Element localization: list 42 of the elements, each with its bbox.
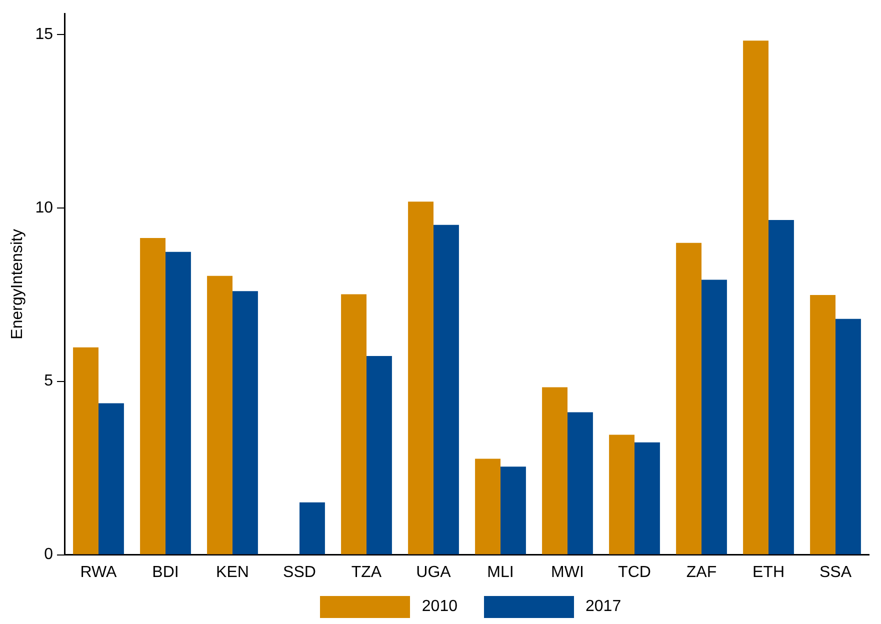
x-tick-label: BDI — [152, 564, 179, 581]
x-tick-label: RWA — [80, 564, 118, 581]
bar — [73, 347, 98, 554]
bar — [366, 356, 392, 554]
x-tick-label: MLI — [487, 564, 514, 581]
bar — [568, 412, 593, 554]
bar — [140, 238, 166, 554]
bar — [475, 458, 500, 554]
bar — [609, 434, 634, 554]
bar — [341, 294, 366, 554]
x-tick-label: ZAF — [686, 564, 717, 581]
bar — [232, 291, 258, 554]
bar — [836, 318, 861, 554]
x-tick-label: TZA — [351, 564, 382, 581]
text: 2017 — [586, 598, 622, 616]
bar — [98, 403, 124, 554]
y-tick-label: 0 — [44, 546, 54, 564]
bar — [768, 220, 794, 554]
y-tick-label: 10 — [35, 199, 54, 216]
bar — [300, 502, 325, 554]
x-tick-label: KEN — [216, 564, 249, 581]
bar — [810, 294, 836, 554]
x-tick-label: SSA — [819, 564, 852, 581]
bar — [434, 224, 459, 554]
bar — [702, 280, 727, 554]
bar — [743, 40, 768, 554]
bar — [500, 466, 526, 554]
x-tick-label: MWI — [551, 564, 584, 581]
y-axis-title: EnergyIntensity — [9, 229, 26, 340]
bar — [166, 252, 191, 554]
text: 2010 — [422, 598, 458, 616]
bar — [408, 202, 434, 554]
x-tick-label: UGA — [416, 564, 452, 581]
x-tick-label: TCD — [618, 564, 651, 581]
x-tick-label: SSD — [283, 564, 316, 581]
y-tick-label: 5 — [44, 372, 54, 390]
bar — [542, 387, 568, 554]
bar — [207, 276, 232, 554]
x-tick-label: ETH — [752, 564, 784, 581]
y-tick-label: 15 — [35, 26, 54, 43]
bar — [676, 242, 702, 554]
bar — [634, 442, 660, 554]
